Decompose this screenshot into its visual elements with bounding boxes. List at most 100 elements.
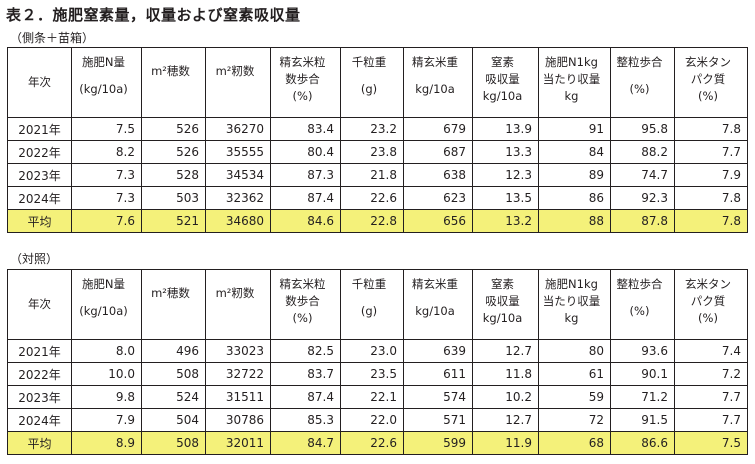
cell-tanpaku: 7.4 — [674, 339, 748, 363]
cell-n: 8.0 — [71, 339, 142, 363]
table-row: 2022年 8.2 526 35555 80.4 23.8 687 13.3 84 88.2 7.7 — [7, 140, 748, 164]
cell-sen: 21.8 — [340, 163, 404, 187]
cell-kyushu: 11.8 — [472, 362, 539, 386]
cell-seigen: 638 — [403, 163, 473, 187]
cell-seiryu: 91.5 — [610, 408, 675, 432]
table-row: 2021年 7.5 526 36270 83.4 23.2 679 13.9 91 95.8 7.8 — [7, 117, 748, 141]
cell-ho: 504 — [141, 408, 206, 432]
cell-seigen_ratio: 85.3 — [270, 408, 341, 432]
cell-seigen: 599 — [403, 431, 473, 455]
cell-ho: 508 — [141, 362, 206, 386]
cell-kyushu: 13.5 — [472, 186, 539, 210]
cell-n: 8.2 — [71, 140, 142, 164]
cell-seiryu: 71.2 — [610, 385, 675, 409]
header-fertilizer-n: 施肥N量 (kg/10a) — [71, 269, 142, 340]
cell-n: 7.3 — [71, 186, 142, 210]
cell-seiryu: 92.3 — [610, 186, 675, 210]
cell-momi: 35555 — [205, 140, 271, 164]
table-control: 年次 施肥N量 (kg/10a) m²穂数 m²籾数 精玄米粒 数歩合 (%) 千粒重… — [7, 269, 748, 455]
cell-sen: 23.5 — [340, 362, 404, 386]
cell-n1kg: 80 — [538, 339, 611, 363]
cell-ho: 526 — [141, 117, 206, 141]
average-row: 平均 7.6 521 34680 84.6 22.8 656 13.2 88 87.8 7.8 — [7, 209, 748, 233]
cell-ho: 524 — [141, 385, 206, 409]
cell-kyushu: 13.9 — [472, 117, 539, 141]
cell-ho: 503 — [141, 186, 206, 210]
header-panicles: m²穂数 — [141, 47, 206, 118]
cell-seigen_ratio: 87.4 — [270, 385, 341, 409]
cell-momi: 30786 — [205, 408, 271, 432]
cell-n1kg: 59 — [538, 385, 611, 409]
header-spikelets: m²籾数 — [205, 47, 271, 118]
cell-seigen_ratio: 82.5 — [270, 339, 341, 363]
cell-year: 2022年 — [7, 140, 72, 164]
cell-seigen: 639 — [403, 339, 473, 363]
cell-seigen_ratio: 83.7 — [270, 362, 341, 386]
table-row: 2023年 7.3 528 34534 87.3 21.8 638 12.3 89 74.7 7.9 — [7, 163, 748, 187]
table-row: 2024年 7.3 503 32362 87.4 22.6 623 13.5 86 92.3 7.8 — [7, 186, 748, 210]
cell-year: 2024年 — [7, 408, 72, 432]
cell-seiryu: 74.7 — [610, 163, 675, 187]
cell-n1kg: 88 — [538, 209, 611, 233]
header-yield-per-n: 施肥N1kg 当たり収量 kg — [538, 47, 611, 118]
cell-tanpaku: 7.5 — [674, 431, 748, 455]
table2-caption: （対照） — [10, 252, 59, 266]
table-side-row-seedling-box: 年次 施肥N量 (kg/10a) m²穂数 m²籾数 精玄米粒 数歩合 (%) 千粒重… — [7, 47, 748, 233]
cell-seigen: 623 — [403, 186, 473, 210]
cell-tanpaku: 7.2 — [674, 362, 748, 386]
cell-momi: 34534 — [205, 163, 271, 187]
cell-year: 2023年 — [7, 385, 72, 409]
cell-ho: 526 — [141, 140, 206, 164]
cell-seigen: 574 — [403, 385, 473, 409]
header-year: 年次 — [7, 269, 72, 340]
table-row: 2021年 8.0 496 33023 82.5 23.0 639 12.7 80 93.6 7.4 — [7, 339, 748, 363]
cell-seiryu: 88.2 — [610, 140, 675, 164]
cell-n: 9.8 — [71, 385, 142, 409]
cell-seiryu: 87.8 — [610, 209, 675, 233]
cell-seigen: 656 — [403, 209, 473, 233]
cell-sen: 22.0 — [340, 408, 404, 432]
cell-n: 7.5 — [71, 117, 142, 141]
table-header-row: 年次 施肥N量 (kg/10a) m²穂数 m²籾数 精玄米粒 数歩合 (%) 千粒重… — [7, 269, 748, 340]
cell-sen: 22.1 — [340, 385, 404, 409]
cell-sen: 23.2 — [340, 117, 404, 141]
cell-seigen_ratio: 83.4 — [270, 117, 341, 141]
cell-sen: 22.6 — [340, 431, 404, 455]
cell-n1kg: 68 — [538, 431, 611, 455]
header-panicles: m²穂数 — [141, 269, 206, 340]
cell-year: 2021年 — [7, 339, 72, 363]
cell-tanpaku: 7.8 — [674, 117, 748, 141]
cell-ho: 508 — [141, 431, 206, 455]
table1-caption: （側条＋苗箱） — [10, 31, 95, 45]
header-brown-rice-weight: 精玄米重 kg/10a — [403, 269, 473, 340]
header-spikelets: m²籾数 — [205, 269, 271, 340]
table-header-row: 年次 施肥N量 (kg/10a) m²穂数 m²籾数 精玄米粒 数歩合 (%) 千粒重… — [7, 47, 748, 118]
cell-tanpaku: 7.8 — [674, 209, 748, 233]
cell-n1kg: 89 — [538, 163, 611, 187]
cell-year: 2023年 — [7, 163, 72, 187]
cell-kyushu: 12.7 — [472, 339, 539, 363]
cell-n: 7.3 — [71, 163, 142, 187]
cell-n: 10.0 — [71, 362, 142, 386]
cell-seiryu: 86.6 — [610, 431, 675, 455]
header-brown-rice-ratio: 精玄米粒 数歩合 (%) — [270, 47, 341, 118]
cell-seigen: 571 — [403, 408, 473, 432]
header-n-uptake: 窒素 吸収量 kg/10a — [472, 47, 539, 118]
cell-n1kg: 72 — [538, 408, 611, 432]
cell-sen: 23.8 — [340, 140, 404, 164]
cell-year: 2022年 — [7, 362, 72, 386]
average-row: 平均 8.9 508 32011 84.7 22.6 599 11.9 68 86.6 7.5 — [7, 431, 748, 455]
cell-seigen: 679 — [403, 117, 473, 141]
cell-seigen: 611 — [403, 362, 473, 386]
cell-seigen_ratio: 84.7 — [270, 431, 341, 455]
cell-seiryu: 90.1 — [610, 362, 675, 386]
cell-seigen_ratio: 87.4 — [270, 186, 341, 210]
cell-seiryu: 95.8 — [610, 117, 675, 141]
header-n-uptake: 窒素 吸収量 kg/10a — [472, 269, 539, 340]
cell-kyushu: 12.7 — [472, 408, 539, 432]
cell-tanpaku: 7.7 — [674, 385, 748, 409]
cell-n1kg: 86 — [538, 186, 611, 210]
cell-n: 7.9 — [71, 408, 142, 432]
header-whole-grain-ratio: 整粒歩合 (%) — [610, 47, 675, 118]
table-row: 2023年 9.8 524 31511 87.4 22.1 574 10.2 59 71.2 7.7 — [7, 385, 748, 409]
